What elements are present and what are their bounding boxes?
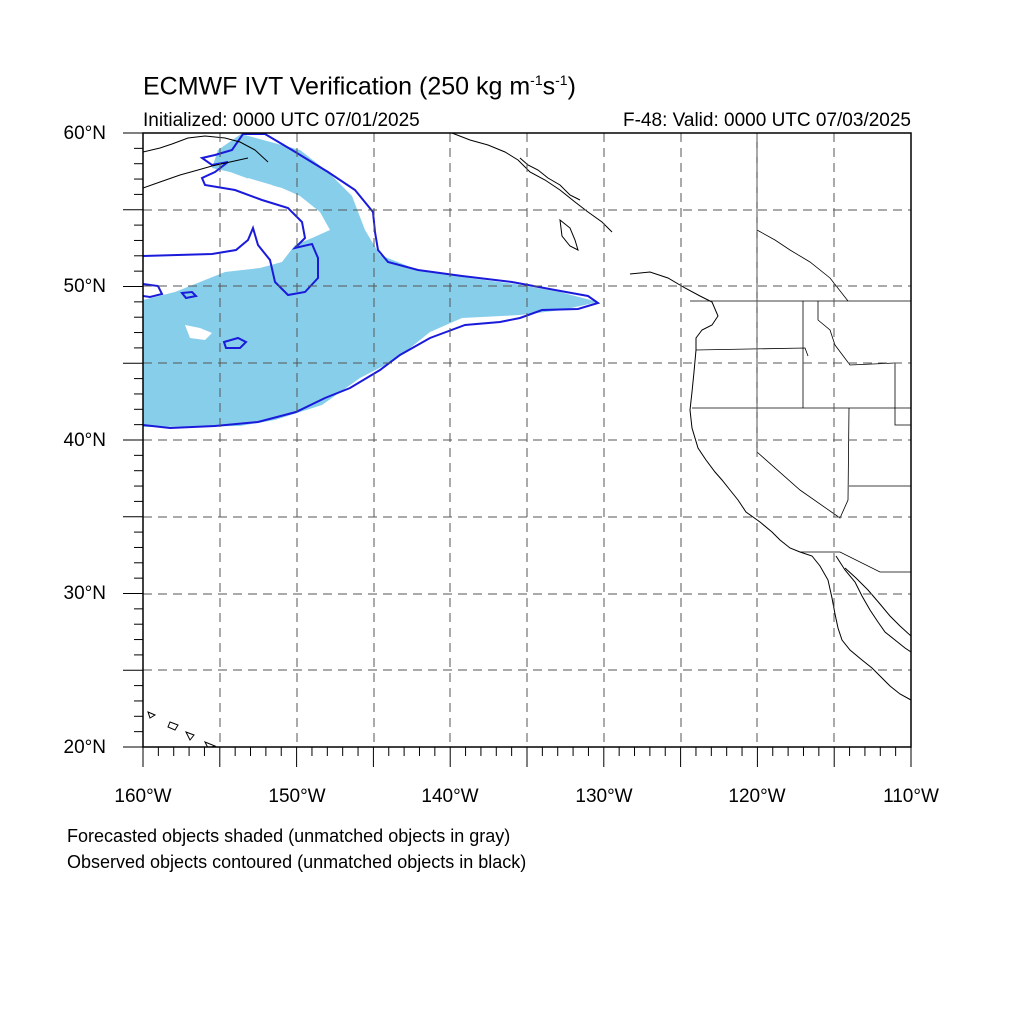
map-title: ECMWF IVT Verification (250 kg m-1s-1) <box>143 72 576 101</box>
political-boundaries <box>690 133 911 573</box>
coastline <box>143 133 911 747</box>
lon-label-120w: 120°W <box>728 786 786 807</box>
lat-label-20: 20°N <box>63 737 106 758</box>
lat-label-40: 40°N <box>63 430 106 451</box>
forecast-gap <box>185 325 212 340</box>
map-grid <box>143 133 911 747</box>
lon-label-160w: 160°W <box>114 786 172 807</box>
initialized-time: Initialized: 0000 UTC 07/01/2025 <box>143 110 420 131</box>
valid-time: F-48: Valid: 0000 UTC 07/03/2025 <box>623 110 911 131</box>
observed-ivt-contour <box>222 336 248 349</box>
legend-forecast-note: Forecasted objects shaded (unmatched obj… <box>67 826 511 846</box>
lon-label-130w: 130°W <box>575 786 633 807</box>
observed-ivt-contour <box>143 133 601 430</box>
lat-label-30: 30°N <box>63 583 106 604</box>
forecast-gap <box>248 178 285 198</box>
lon-label-140w: 140°W <box>421 786 479 807</box>
lon-label-150w: 150°W <box>268 786 326 807</box>
lat-label-50: 50°N <box>63 276 106 297</box>
lon-label-110w: 110°W <box>883 786 939 807</box>
observed-ivt-contour <box>143 283 164 299</box>
observed-ivt-contour <box>180 290 199 300</box>
forecast-ivt-object <box>143 134 598 427</box>
lat-label-60: 60°N <box>63 123 106 144</box>
legend-observed-note: Observed objects contoured (unmatched ob… <box>67 852 527 872</box>
axis-ticks <box>123 132 912 767</box>
